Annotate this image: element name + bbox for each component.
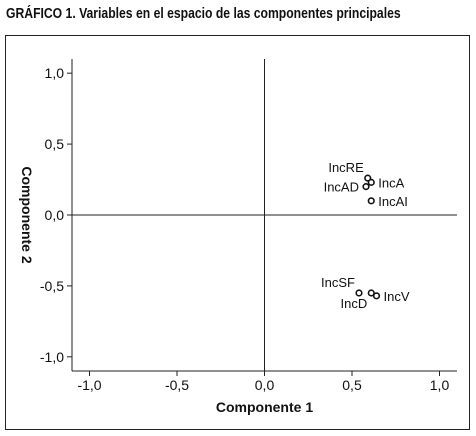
x-axis-label: Componente 1 [216,399,313,415]
data-point-label: IncRE [328,160,364,175]
data-point-incsf [355,289,363,297]
x-tick-label: 0,0 [255,377,275,393]
y-tick-label: 0,5 [45,136,65,152]
y-tick-label: -1,0 [40,349,64,365]
chart-frame [5,35,470,430]
x-tick-label: -0,5 [165,377,189,393]
y-tick-label: -0,5 [40,278,64,294]
x-tick-label: -1,0 [77,377,101,393]
y-tick-label: 1,0 [45,65,65,81]
data-point-inca [367,178,375,186]
x-tick-label: 1,0 [430,377,450,393]
data-point-label: IncD [341,296,368,311]
y-tick-label: 0,0 [45,207,65,223]
data-point-label: IncSF [321,275,355,290]
x-tick-label: 0,5 [342,377,362,393]
y-axis-label: Componente 2 [19,166,35,263]
data-point-label: IncA [378,175,404,190]
data-point-label: IncV [384,289,410,304]
data-point-incv [372,292,381,300]
chart-title: GRÁFICO 1. Variables en el espacio de la… [6,6,401,22]
data-point-label: IncAD [324,180,359,195]
data-point-label: IncAI [378,194,408,209]
data-point-incd [367,289,375,297]
data-point-incad [362,183,370,191]
data-point-incai [367,197,375,205]
